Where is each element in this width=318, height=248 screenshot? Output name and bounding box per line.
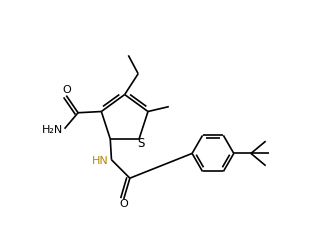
Text: O: O <box>119 199 128 209</box>
Text: HN: HN <box>92 156 109 166</box>
Text: S: S <box>137 137 145 150</box>
Text: O: O <box>62 85 71 95</box>
Text: H₂N: H₂N <box>42 125 63 135</box>
